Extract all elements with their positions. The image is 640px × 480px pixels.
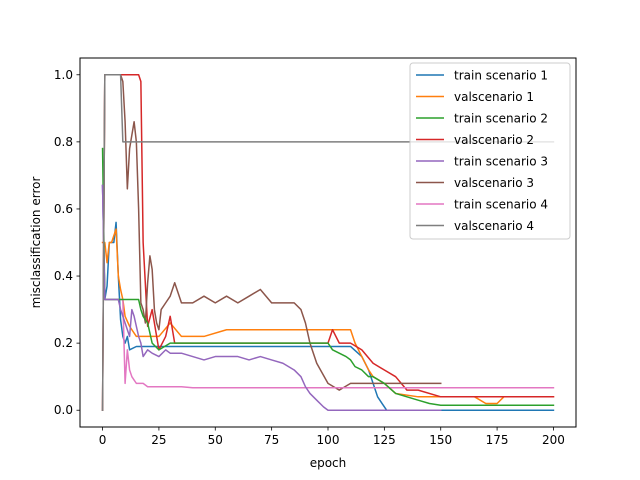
x-tick-label: 175 <box>486 433 509 447</box>
y-axis-label: misclassification error <box>29 177 43 309</box>
y-tick-label: 0.6 <box>54 202 73 216</box>
x-tick-label: 0 <box>99 433 107 447</box>
y-axis: 0.0 0.2 0.4 0.6 0.8 1.0 <box>54 68 80 417</box>
y-tick-label: 1.0 <box>54 68 73 82</box>
legend-label: train scenario 3 <box>454 155 548 169</box>
series-line-valscenario-3 <box>101 74 442 411</box>
plot-lines <box>101 74 555 411</box>
legend-label: train scenario 1 <box>454 69 548 83</box>
legend-label: valscenario 4 <box>454 219 534 233</box>
legend: train scenario 1 valscenario 1 train scena… <box>409 62 571 240</box>
x-tick-label: 50 <box>208 433 223 447</box>
y-tick-label: 0.8 <box>54 135 73 149</box>
legend-label: train scenario 4 <box>454 198 548 212</box>
y-tick-label: 0.4 <box>54 269 73 283</box>
x-axis-label: epoch <box>310 456 347 470</box>
legend-label: train scenario 2 <box>454 112 548 126</box>
y-tick-label: 0.2 <box>54 336 73 350</box>
legend-label: valscenario 3 <box>454 176 534 190</box>
legend-box <box>409 62 571 240</box>
x-tick-label: 75 <box>264 433 279 447</box>
y-tick-label: 0.0 <box>54 403 73 417</box>
x-tick-label: 150 <box>429 433 452 447</box>
x-axis: 0 25 50 75 100 125 150 175 200 <box>99 427 565 447</box>
legend-label: valscenario 2 <box>454 133 534 147</box>
x-tick-label: 100 <box>317 433 340 447</box>
x-tick-label: 200 <box>542 433 565 447</box>
series-line-valscenario-4 <box>101 74 555 411</box>
x-tick-label: 125 <box>373 433 396 447</box>
series-line-train-scenario-3 <box>101 184 442 411</box>
x-tick-label: 25 <box>151 433 166 447</box>
series-line-train-scenario-1 <box>101 184 555 411</box>
legend-label: valscenario 1 <box>454 90 534 104</box>
